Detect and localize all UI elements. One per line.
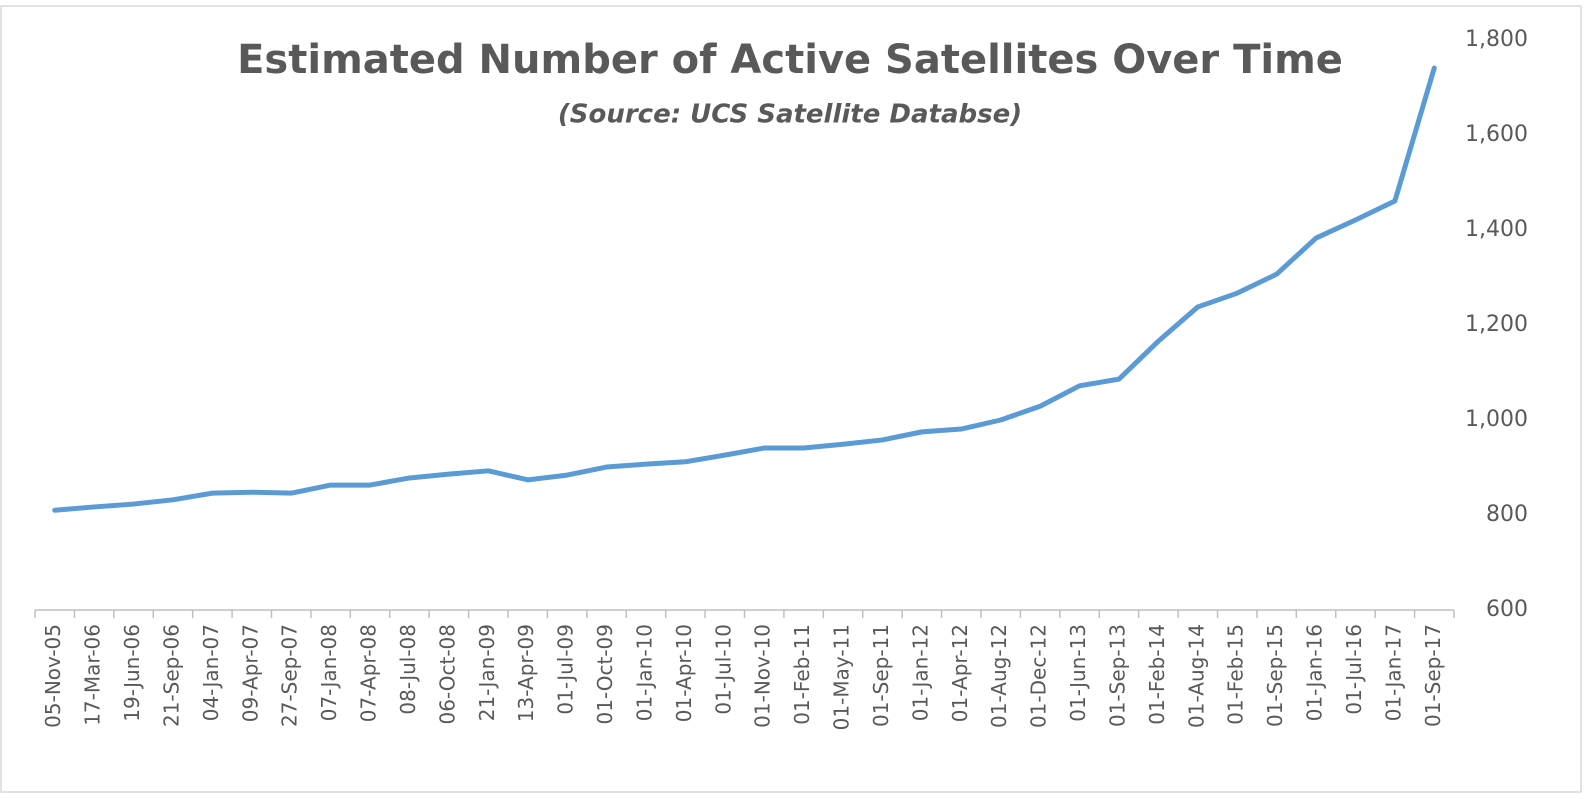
- x-tick-label: 01-Jun-13: [1066, 624, 1090, 722]
- x-tick-label: 01-Jan-16: [1303, 624, 1327, 721]
- x-tick-label: 01-Oct-09: [593, 624, 617, 724]
- x-tick-label: 01-Apr-12: [948, 624, 972, 722]
- x-tick-label: 01-Sep-17: [1421, 624, 1445, 727]
- x-tick-label: 13-Apr-09: [514, 624, 538, 722]
- chart-border: [0, 5, 1582, 793]
- y-tick-label: 800: [1486, 502, 1528, 527]
- x-tick-label: 21-Sep-06: [159, 624, 183, 727]
- chart-title: Estimated Number of Active Satellites Ov…: [237, 37, 1343, 83]
- x-tick-label: 01-Jul-16: [1342, 624, 1366, 715]
- x-tick-label: 27-Sep-07: [278, 624, 302, 727]
- x-tick-label: 01-Apr-10: [672, 624, 696, 722]
- x-tick-label: 17-Mar-06: [81, 624, 105, 726]
- y-tick-label: 1,000: [1465, 407, 1528, 432]
- y-tick-label: 1,200: [1465, 312, 1528, 337]
- x-tick-label: 09-Apr-07: [238, 624, 262, 722]
- y-tick-label: 600: [1486, 597, 1528, 622]
- x-tick-label: 01-Aug-12: [987, 624, 1011, 728]
- chart-subtitle: (Source: UCS Satellite Databse): [558, 100, 1022, 130]
- y-tick-label: 1,800: [1465, 27, 1528, 52]
- x-tick-label: 01-Sep-11: [869, 624, 893, 727]
- x-tick-label: 01-Aug-14: [1184, 624, 1208, 728]
- x-tick-label: 01-Jul-09: [554, 624, 578, 715]
- x-tick-label: 01-Sep-15: [1263, 624, 1287, 727]
- x-tick-label: 01-Feb-14: [1145, 624, 1169, 725]
- y-tick-label: 1,400: [1465, 217, 1528, 242]
- data-line: [52, 65, 1437, 513]
- x-tick-label: 01-May-11: [830, 624, 854, 730]
- x-tick-label: 01-Feb-11: [790, 624, 814, 725]
- x-tick-label: 01-Dec-12: [1027, 624, 1051, 728]
- x-tick-label: 05-Nov-05: [41, 624, 65, 728]
- x-tick-label: 01-Jul-10: [711, 624, 735, 715]
- x-tick-label: 07-Jan-08: [317, 624, 341, 721]
- x-tick-label: 01-Jan-17: [1381, 624, 1405, 721]
- x-tick-label: 01-Jan-10: [632, 624, 656, 721]
- x-tick-label: 06-Oct-08: [435, 624, 459, 724]
- x-tick-label: 08-Jul-08: [396, 624, 420, 715]
- x-tick-label: 19-Jun-06: [120, 624, 144, 722]
- x-tick-label: 21-Jan-09: [475, 624, 499, 721]
- x-tick-label: 01-Feb-15: [1224, 624, 1248, 725]
- x-tick-label: 01-Jan-12: [908, 624, 932, 721]
- x-tick-label: 07-Apr-08: [357, 624, 381, 722]
- y-tick-label: 1,600: [1465, 122, 1528, 147]
- x-tick-label: 01-Nov-10: [751, 624, 775, 728]
- x-tick-label: 04-Jan-07: [199, 624, 223, 721]
- x-tick-label: 01-Sep-13: [1105, 624, 1129, 727]
